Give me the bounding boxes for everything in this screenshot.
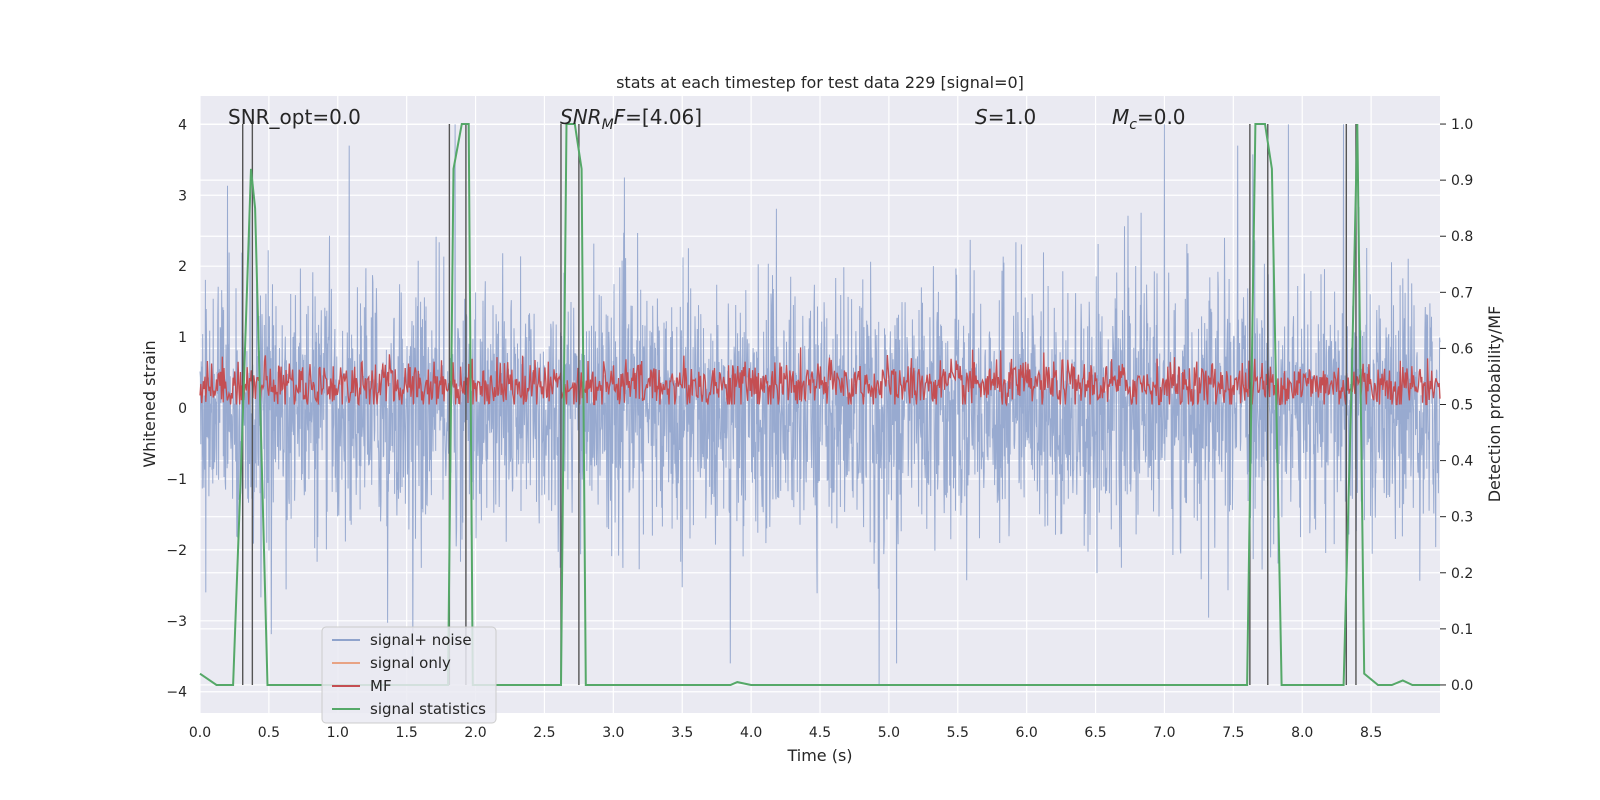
mf-line: [199, 347, 1441, 407]
legend-label: MF: [370, 677, 392, 695]
right-tick-label: 0.0: [1451, 678, 1473, 694]
left-tick-label: −1: [166, 472, 187, 488]
x-tick-label: 4.5: [809, 725, 831, 741]
x-tick-label: 3.5: [671, 725, 693, 741]
left-tick-label: −3: [166, 614, 187, 630]
legend-item-signal-noise: signal+ noise: [332, 631, 472, 649]
left-tick-label: 0: [178, 401, 187, 417]
left-tick-label: 2: [178, 259, 187, 275]
x-tick-labels: 0.0 0.5 1.0 1.5 2.0 2.5 3.0 3.5 4.0 4.5 5.0 5.5 6.0 6…: [189, 725, 1382, 741]
x-tick-label: 7.5: [1222, 725, 1244, 741]
x-tick-label: 8.0: [1291, 725, 1313, 741]
right-tick-label: 0.4: [1451, 454, 1473, 470]
right-tick-label: 0.1: [1451, 622, 1473, 638]
right-axis-label: Detection probability/MF: [1485, 306, 1504, 503]
left-tick-label: −2: [166, 543, 187, 559]
x-tick-label: 3.0: [602, 725, 624, 741]
x-tick-label: 2.5: [533, 725, 555, 741]
right-tick-label: 0.7: [1451, 285, 1473, 301]
legend-item-mf: MF: [332, 677, 392, 695]
right-tick-label: 0.9: [1451, 173, 1473, 189]
annotation-snr-mf: SNRMF=[4.06]: [560, 105, 702, 133]
chart-title: stats at each timestep for test data 229…: [616, 73, 1024, 92]
right-tick-label: 0.3: [1451, 510, 1473, 526]
signal-statistics-series: [199, 123, 1440, 686]
left-tick-labels: −4 −3 −2 −1 0 1 2 3 4: [166, 117, 187, 700]
x-tick-label: 5.5: [947, 725, 969, 741]
signal-noise-line: [199, 124, 1441, 685]
right-tick-label: 0.8: [1451, 229, 1473, 245]
mf-series: [199, 347, 1441, 407]
x-tick-label: 5.0: [878, 725, 900, 741]
x-tick-label: 0.0: [189, 725, 211, 741]
signal-noise-series: [199, 124, 1441, 685]
annotation-mc: Mc=0.0: [1112, 105, 1186, 133]
x-tick-label: 8.5: [1360, 725, 1382, 741]
x-tick-label: 0.5: [258, 725, 280, 741]
left-axis-label: Whitened strain: [140, 340, 159, 467]
right-tick-label: 0.5: [1451, 398, 1473, 414]
right-tick-label: 0.6: [1451, 341, 1473, 357]
legend-label: signal only: [370, 654, 451, 672]
legend-label: signal+ noise: [370, 631, 472, 649]
left-tick-label: 3: [178, 188, 187, 204]
x-axis-label: Time (s): [786, 746, 852, 765]
left-tick-label: 1: [178, 330, 187, 346]
x-tick-label: 4.0: [740, 725, 762, 741]
legend: signal+ noise signal only MF signal stat…: [321, 626, 497, 724]
right-tick-labels: 0.0 0.1 0.2 0.3 0.4 0.5 0.6 0.7 0.8 0.9 1.0: [1440, 117, 1473, 694]
x-tick-label: 2.0: [464, 725, 486, 741]
right-tick-label: 1.0: [1451, 117, 1473, 133]
left-tick-label: 4: [178, 117, 187, 133]
annotation-snr-opt: SNR_opt=0.0: [228, 105, 361, 129]
legend-item-signal-statistics: signal statistics: [332, 700, 486, 718]
right-tick-label: 0.2: [1451, 566, 1473, 582]
x-tick-label: 1.0: [327, 725, 349, 741]
x-tick-label: 7.0: [1153, 725, 1175, 741]
annotation-s: S=1.0: [975, 105, 1036, 129]
legend-label: signal statistics: [370, 700, 486, 718]
x-tick-label: 6.5: [1084, 725, 1106, 741]
x-tick-label: 1.5: [396, 725, 418, 741]
left-tick-label: −4: [166, 685, 187, 701]
legend-item-signal-only: signal only: [332, 654, 451, 672]
signal-statistics-line: [199, 123, 1440, 686]
x-tick-label: 6.0: [1016, 725, 1038, 741]
